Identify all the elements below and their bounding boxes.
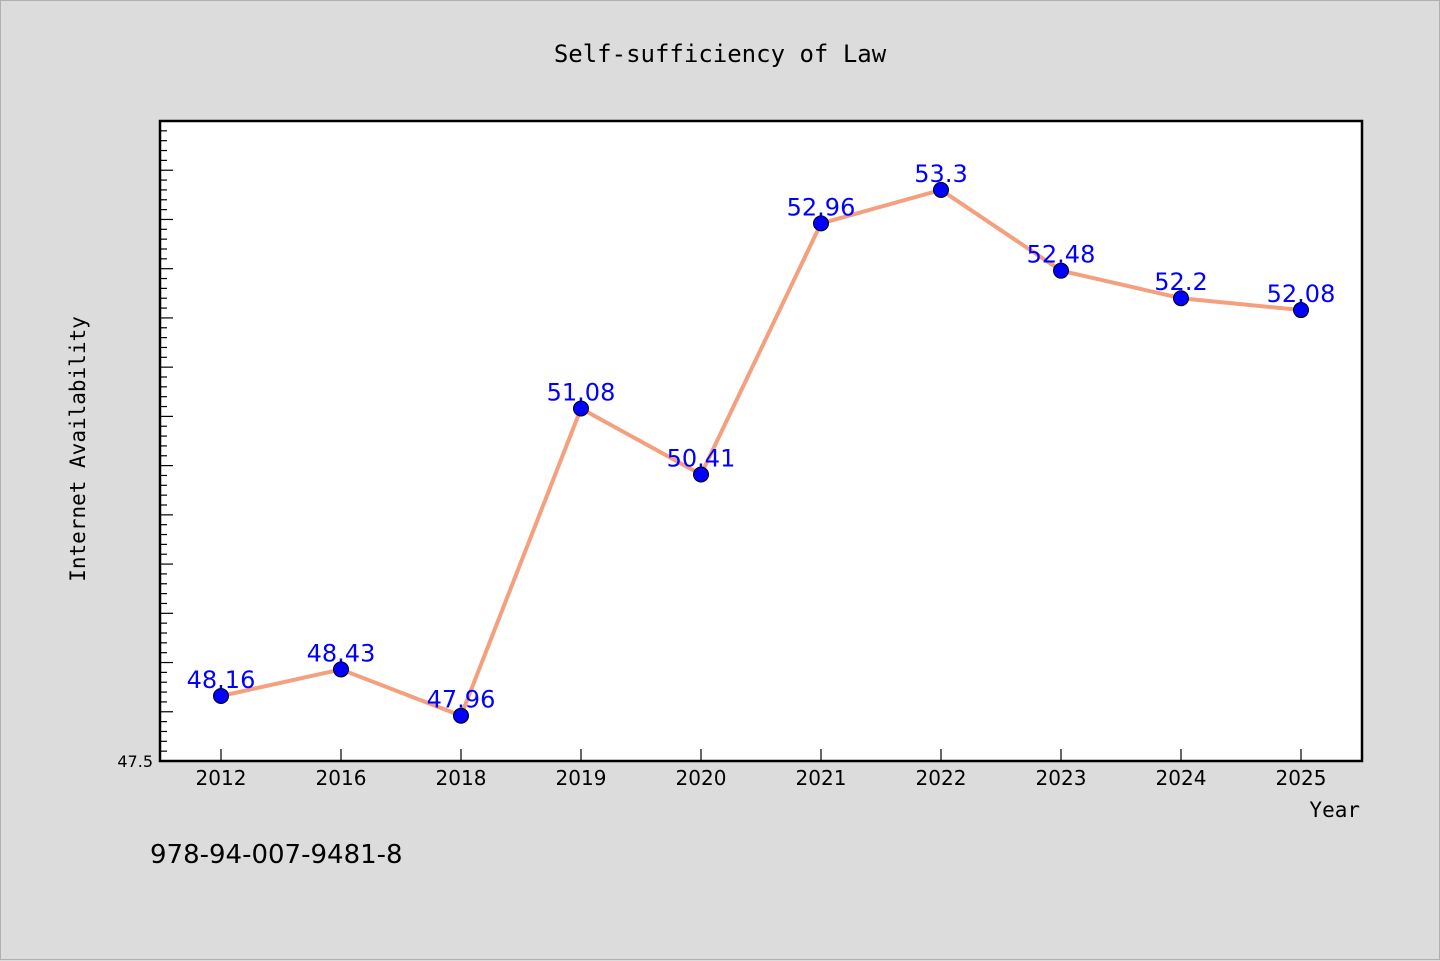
y-axis-ticks <box>161 130 173 762</box>
data-label: 47.96 <box>427 686 496 714</box>
x-tick-label: 2018 <box>436 766 487 790</box>
data-label: 48.16 <box>187 666 256 694</box>
data-label: 52.08 <box>1267 280 1336 308</box>
data-label: 52.48 <box>1027 241 1096 269</box>
x-tick-label: 2019 <box>556 766 607 790</box>
data-point <box>333 661 349 678</box>
series-line-group: 48.16 48.43 47.96 51.08 50.41 52.96 53.3 52.48 5… <box>187 160 1336 724</box>
data-point <box>1293 302 1309 319</box>
x-tick-label: 2020 <box>676 766 727 790</box>
x-tick-label: 2024 <box>1156 766 1207 790</box>
data-label: 48.43 <box>307 639 376 667</box>
series-line <box>220 187 1302 718</box>
chart-title: Self-sufficiency of Law <box>554 40 887 68</box>
x-tick-label: 2016 <box>316 766 367 790</box>
isbn-text: 978-94-007-9481-8 <box>150 840 403 870</box>
data-point <box>693 466 709 483</box>
data-point <box>813 215 829 232</box>
data-label: 52.2 <box>1154 268 1207 296</box>
x-tick-label: 2025 <box>1276 766 1327 790</box>
x-tick-label: 2022 <box>916 766 967 790</box>
y-axis-label: Internet Availability <box>66 316 90 582</box>
data-label: 52.96 <box>787 193 856 221</box>
x-tick-label: 2023 <box>1036 766 1087 790</box>
plot-area <box>158 119 1364 763</box>
x-axis-ticks: 2012 2016 2018 2019 2020 2021 2022 2023 2024 2025 <box>196 749 1327 790</box>
data-point <box>1173 290 1189 307</box>
x-axis-label: Year <box>1309 798 1360 822</box>
data-label: 50.41 <box>667 444 736 472</box>
data-point <box>453 707 469 724</box>
data-point <box>1053 262 1069 279</box>
data-label: 53.3 <box>914 160 967 188</box>
y-tick-label-min: 47.5 <box>117 752 153 771</box>
data-point <box>573 400 589 417</box>
x-tick-label: 2021 <box>796 766 847 790</box>
data-label: 51.08 <box>547 379 616 407</box>
data-point <box>213 688 229 705</box>
data-point <box>933 181 949 198</box>
x-tick-label: 2012 <box>196 766 247 790</box>
